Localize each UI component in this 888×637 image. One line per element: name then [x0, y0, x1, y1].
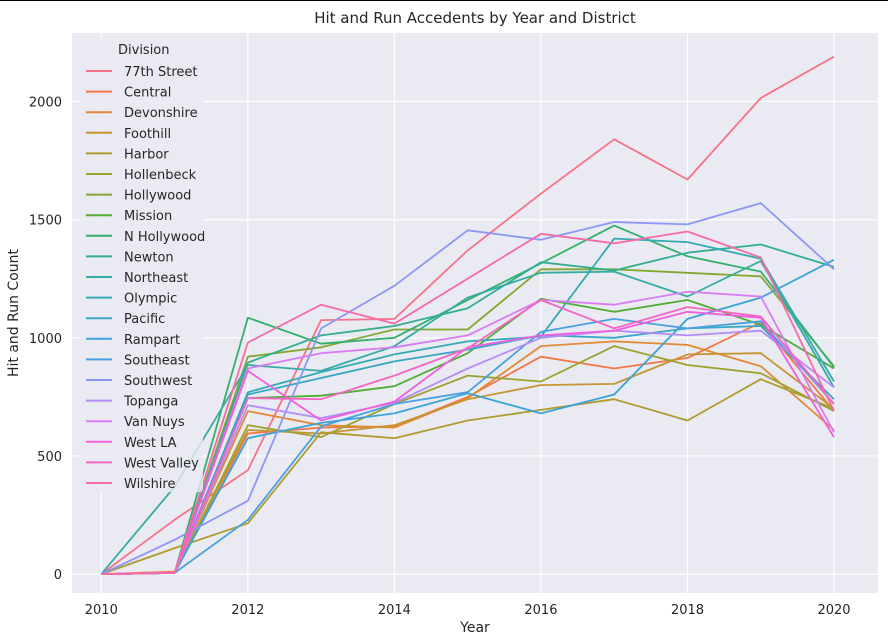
series-line-wilshire [101, 230, 835, 575]
legend-title: Division [118, 43, 170, 58]
series-line-topanga [101, 329, 835, 575]
series-line-pacific [101, 325, 835, 575]
x-tick-label: 2016 [524, 603, 557, 618]
legend-label: N Hollywood [124, 230, 205, 245]
legend-label: Hollywood [124, 189, 191, 204]
legend-label: Northeast [124, 271, 188, 286]
legend-label: Newton [124, 250, 174, 265]
series-line-harbor [100, 378, 835, 575]
legend-label: Mission [124, 209, 172, 224]
legend-label: West Valley [124, 456, 199, 471]
legend-items: 77th Street Central Devonshire Foothill Harb… [86, 65, 205, 492]
top-border [0, 0, 888, 1]
chart-title: Hit and Run Accedents by Year and Distri… [314, 9, 636, 27]
x-tick-label: 2020 [817, 603, 850, 618]
legend-label: Wilshire [124, 477, 175, 492]
legend-label: Rampart [124, 333, 180, 348]
legend-box [79, 38, 203, 492]
legend-label: Olympic [124, 292, 177, 307]
legend-label: Topanga [123, 395, 178, 410]
legend-label: Harbor [124, 147, 169, 162]
series-line-newton [101, 243, 835, 575]
x-tick-label: 2012 [231, 603, 264, 618]
legend-label: 77th Street [124, 65, 198, 80]
legend-label: Pacific [124, 312, 165, 327]
series-line-77th-street [100, 55, 835, 575]
y-tick-labels: 0 500 1000 1500 2000 [29, 96, 62, 584]
series-line-devonshire [101, 340, 835, 575]
y-axis-label: Hit and Run Count [6, 248, 22, 377]
legend-label: Central [124, 86, 171, 101]
x-tick-label: 2010 [85, 603, 118, 618]
series-line-west-la [101, 310, 835, 575]
legend-label: Southwest [124, 374, 192, 389]
y-tick-label: 2000 [29, 96, 62, 111]
x-tick-labels: 2010 2012 2014 2016 2018 2020 [85, 603, 851, 618]
series-line-west-valley [101, 299, 835, 575]
legend-label: Foothill [124, 127, 171, 142]
series-line-northeast [100, 260, 835, 575]
x-tick-label: 2018 [671, 603, 704, 618]
x-axis-label: Year [459, 620, 490, 636]
legend-label: Southeast [124, 353, 190, 368]
legend-label: Van Nuys [124, 415, 185, 430]
y-tick-label: 0 [54, 568, 62, 583]
legend-label: Devonshire [124, 106, 198, 121]
legend: Division 77th Street Central Devonshire Foo… [79, 38, 205, 492]
series-line-foothill [101, 352, 835, 575]
series-line-rampart [101, 259, 835, 575]
series-line-hollywood [101, 268, 835, 575]
series-line-hollenbeck [101, 345, 835, 575]
series-line-southwest [100, 202, 835, 575]
legend-label: Hollenbeck [124, 168, 197, 183]
series-line-n-hollywood [101, 224, 835, 575]
series-line-southeast [101, 317, 835, 575]
x-tick-label: 2014 [378, 603, 411, 618]
legend-label: West LA [124, 436, 177, 451]
y-tick-label: 1500 [29, 214, 62, 229]
y-tick-label: 500 [37, 450, 62, 465]
series-lines [100, 55, 835, 575]
y-tick-label: 1000 [29, 332, 62, 347]
